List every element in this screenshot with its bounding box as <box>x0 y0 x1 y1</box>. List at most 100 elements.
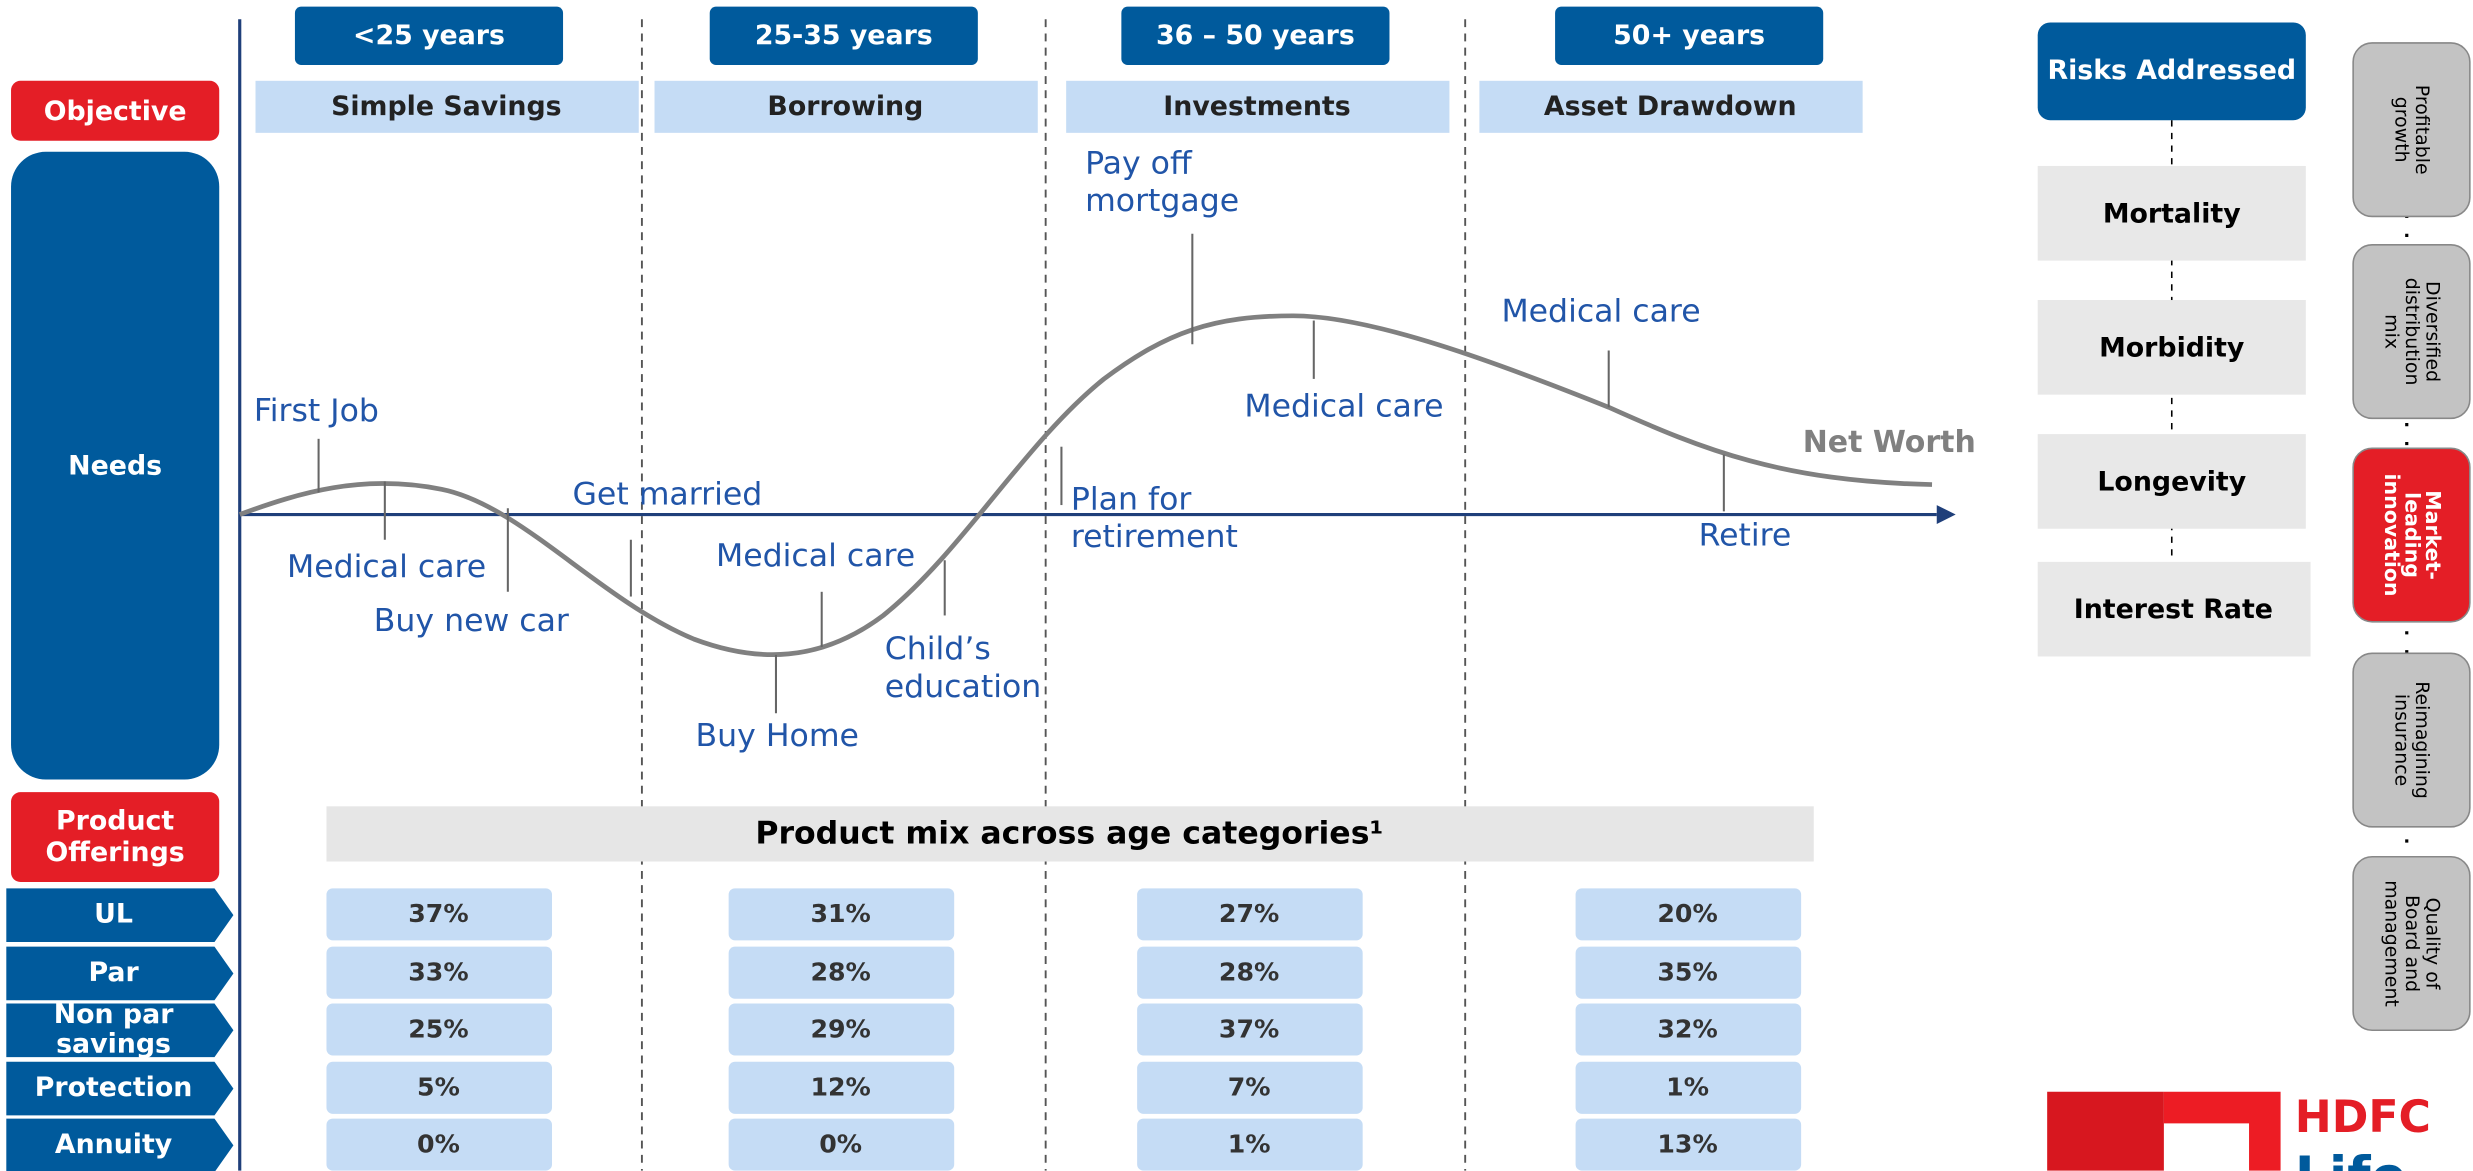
pillar <box>2352 855 2471 1032</box>
risk-label: Longevity <box>2097 466 2246 497</box>
event-label: education <box>885 669 1041 705</box>
table-cell <box>728 1061 955 1114</box>
risk-box <box>2037 300 2306 395</box>
objective-label: Asset Drawdown <box>1544 91 1797 122</box>
cell-value: 32% <box>1657 1014 1717 1043</box>
event-label: Medical care <box>1501 294 1700 330</box>
cell-value: 28% <box>810 957 870 986</box>
row-chevron <box>6 1003 234 1058</box>
axis-arrow <box>1936 505 1956 524</box>
cell-value: 33% <box>408 957 468 986</box>
table-cell <box>1575 946 1802 999</box>
pillar <box>2352 652 2471 828</box>
cell-value: 1% <box>1228 1129 1271 1158</box>
pillar-label: Diversified <box>2421 281 2443 382</box>
label: Offerings <box>45 837 184 868</box>
event-label: Pay off <box>1085 145 1193 181</box>
pillar-label: Reimagining <box>2411 681 2433 799</box>
event-label: Medical care <box>716 538 915 574</box>
cell-value: 28% <box>1219 957 1279 986</box>
logo-text: Life <box>2295 1145 2407 1171</box>
cell-value: 25% <box>408 1014 468 1043</box>
cell-value: 37% <box>408 899 468 928</box>
risk-box <box>2037 165 2306 261</box>
row-label: Par <box>88 957 139 988</box>
age-header <box>709 6 978 66</box>
row-label: UL <box>94 899 133 930</box>
age-label: 50+ years <box>1613 20 1765 51</box>
table-cell <box>326 1003 553 1056</box>
cell-value: 7% <box>1228 1073 1271 1102</box>
event-label: Medical care <box>287 549 486 585</box>
risk-box <box>2037 434 2306 529</box>
age-label: <25 years <box>353 20 505 51</box>
needs-tag <box>11 151 220 780</box>
table-title-bar <box>326 806 1814 862</box>
objective-cell <box>255 80 639 133</box>
row-chevron <box>6 1061 234 1116</box>
cell-value: 35% <box>1657 957 1717 986</box>
row-label: Protection <box>35 1072 193 1103</box>
pillar-label: Board and <box>2401 895 2423 992</box>
logo-text: HDFC <box>2295 1092 2431 1143</box>
label: Risks Addressed <box>2047 55 2296 86</box>
event-label: Plan for <box>1071 481 1191 517</box>
cell-value: 29% <box>810 1014 870 1043</box>
table-cell <box>1137 1118 1363 1171</box>
event-label: Buy new car <box>374 603 569 639</box>
cell-value: 0% <box>819 1129 862 1158</box>
row-chevron <box>6 888 234 942</box>
objective-label: Simple Savings <box>331 91 562 122</box>
event-label: mortgage <box>1085 183 1239 219</box>
row-label: Annuity <box>55 1129 172 1160</box>
table-cell <box>1575 1118 1802 1171</box>
table-cell <box>1137 888 1363 941</box>
cell-value: 1% <box>1666 1073 1709 1102</box>
event-label: Buy Home <box>696 718 859 754</box>
label: Net Worth <box>1803 425 1976 460</box>
age-header <box>294 6 564 66</box>
pillar-label: Market- <box>2421 490 2445 580</box>
objective-cell <box>654 80 1038 133</box>
objective-cell <box>1066 80 1450 133</box>
age-header <box>1121 6 1390 66</box>
logo-mark-2 <box>2163 1091 2281 1171</box>
row-label: Non par <box>54 999 175 1030</box>
cell-value: 5% <box>417 1073 460 1102</box>
risks-header <box>2037 22 2306 121</box>
risk-box <box>2037 561 2311 657</box>
net-worth-curve <box>238 313 1933 658</box>
pillar-label: distribution <box>2401 278 2423 386</box>
age-label: 36 – 50 years <box>1156 20 1355 51</box>
event-label: First Job <box>254 393 379 429</box>
cell-value: 12% <box>810 1073 870 1102</box>
table-cell <box>1137 1003 1363 1056</box>
pillar-label: mix <box>2380 314 2402 349</box>
table-cell <box>1575 1061 1802 1114</box>
cell-value: 37% <box>1219 1014 1279 1043</box>
age-label: 25-35 years <box>755 20 933 51</box>
pillar <box>2352 447 2471 623</box>
event-label: Get married <box>573 477 763 513</box>
event-label: Medical care <box>1244 388 1443 424</box>
table-cell <box>728 1118 955 1171</box>
pillar <box>2352 244 2471 420</box>
table-cell <box>326 1118 553 1171</box>
cell-value: 13% <box>1657 1129 1717 1158</box>
objective-tag <box>11 80 220 141</box>
pillar-label: leading <box>2400 492 2424 578</box>
cell-value: 31% <box>810 899 870 928</box>
pillar-label: insurance <box>2391 694 2413 786</box>
table-cell <box>326 1061 553 1114</box>
event-label: Child’s <box>885 631 991 667</box>
label: Objective <box>44 96 187 127</box>
pillar-label: growth <box>2391 97 2413 163</box>
event-label: Retire <box>1699 518 1792 554</box>
table-cell <box>1137 946 1363 999</box>
table-cell <box>728 946 955 999</box>
